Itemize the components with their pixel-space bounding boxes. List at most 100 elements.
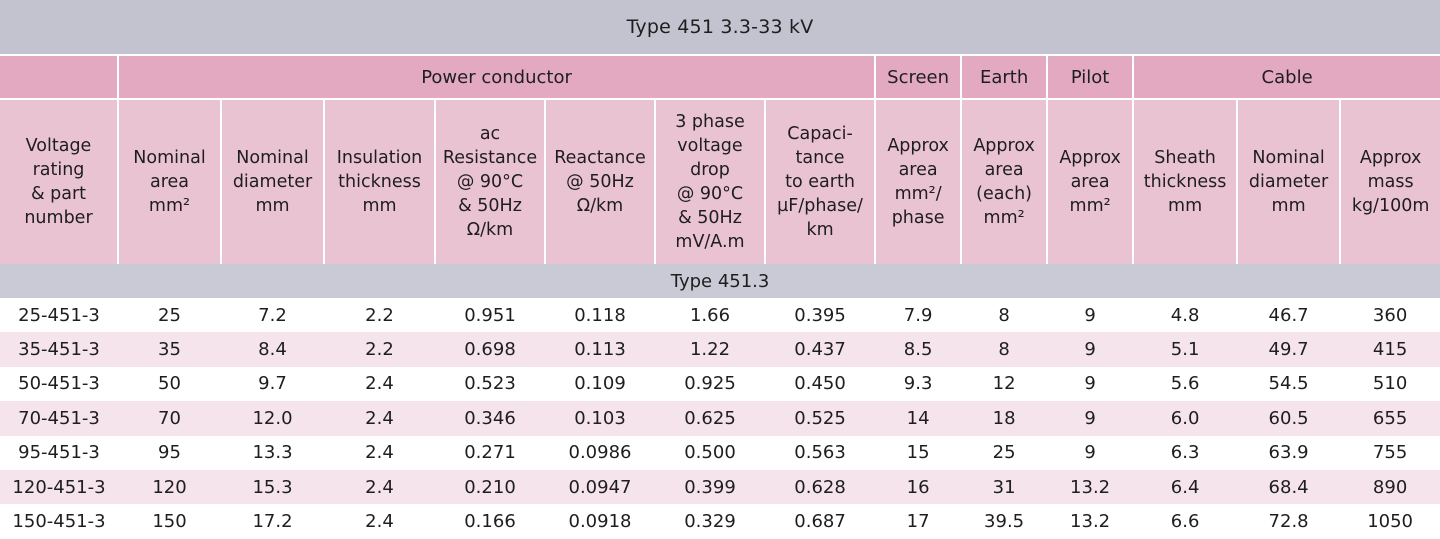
table-cell: 54.5 [1237,366,1341,402]
table-cell: 0.437 [765,332,876,367]
group-header-row: Power conductor Screen Earth Pilot Cable [0,56,1440,99]
column-header: Nominal diameter mm [1236,98,1341,264]
table-cell: 2.4 [324,469,435,505]
column-header: Sheath thickness mm [1132,98,1238,264]
table-cell: 0.395 [765,298,876,333]
table-cell: 0.346 [435,401,545,436]
table-cell: 0.113 [545,332,655,367]
table-cell: 0.628 [765,469,876,505]
table-cell: 655 [1340,401,1440,436]
table-cell: 63.9 [1237,435,1341,470]
column-header: Approx area mm² [1046,98,1134,264]
table-cell: 31 [961,469,1048,505]
table-cell: 0.698 [435,332,545,367]
table-cell: 13.2 [1047,469,1134,505]
table-cell: 0.450 [765,366,876,402]
table-cell: 2.4 [324,435,435,470]
table-cell: 9 [1047,366,1134,402]
section-row: Type 451.3 [0,264,1440,298]
table-cell: 415 [1340,332,1440,367]
table-cell: 15.3 [221,469,324,505]
table-cell: 0.523 [435,366,545,402]
table-cell: 50-451-3 [0,366,118,402]
group-header-blank [0,56,118,99]
table-cell: 0.687 [765,504,876,539]
group-header-cable: Cable [1132,56,1440,99]
table-cell: 0.109 [545,366,655,402]
table-title: Type 451 3.3-33 kV [0,0,1440,54]
table-cell: 16 [875,469,962,505]
table-cell: 60.5 [1237,401,1341,436]
section-label: Type 451.3 [0,264,1440,298]
table-cell: 7.9 [875,298,962,333]
table-cell: 0.210 [435,469,545,505]
table-cell: 2.2 [324,298,435,333]
column-header: Capaci- tance to earth µF/phase/ km [763,98,876,264]
table-cell: 70-451-3 [0,401,118,436]
table-cell: 4.8 [1133,298,1238,333]
column-header: 3 phase voltage drop @ 90°C & 50Hz mV/A.… [654,98,765,264]
table-cell: 6.0 [1133,401,1238,436]
column-header: Approx area (each) mm² [960,98,1048,264]
table-cell: 5.1 [1133,332,1238,367]
table-row: 35-451-3 35 8.4 2.2 0.698 0.113 1.22 0.437 8.5 8 9… [0,332,1440,367]
table-cell: 9 [1047,435,1134,470]
table-cell: 35-451-3 [0,332,118,367]
column-header: Insulation thickness mm [323,98,435,264]
table-cell: 50 [118,366,221,402]
table-cell: 35 [118,332,221,367]
table-cell: 890 [1340,469,1440,505]
table-cell: 12.0 [221,401,324,436]
column-header: Nominal diameter mm [220,98,324,264]
table-cell: 25-451-3 [0,298,118,333]
table-row: 150-451-3 150 17.2 2.4 0.166 0.0918 0.329 0.687… [0,504,1440,539]
table-cell: 25 [118,298,221,333]
table-cell: 9 [1047,332,1134,367]
group-header-screen: Screen [874,56,962,99]
table-cell: 9.7 [221,366,324,402]
table-cell: 150 [118,504,221,539]
table-row: 25-451-3 25 7.2 2.2 0.951 0.118 1.66 0.395 7.9 8 9… [0,298,1440,333]
table-cell: 0.0918 [545,504,655,539]
table-row: 70-451-3 70 12.0 2.4 0.346 0.103 0.625 0.525 14 1… [0,401,1440,436]
column-header: Voltage rating & part number [0,98,118,264]
table-cell: 95-451-3 [0,435,118,470]
table-row: 50-451-3 50 9.7 2.4 0.523 0.109 0.925 0.450 9.3 1… [0,366,1440,402]
table-cell: 95 [118,435,221,470]
table-cell: 9 [1047,401,1134,436]
table-cell: 360 [1340,298,1440,333]
table-cell: 0.0947 [545,469,655,505]
table-cell: 2.4 [324,401,435,436]
table-cell: 9 [1047,298,1134,333]
table-cell: 0.103 [545,401,655,436]
table-cell: 0.329 [655,504,765,539]
group-header-pilot: Pilot [1046,56,1134,99]
table-cell: 2.2 [324,332,435,367]
table-cell: 72.8 [1237,504,1341,539]
table-cell: 8.4 [221,332,324,367]
table-cell: 755 [1340,435,1440,470]
table-cell: 0.563 [765,435,876,470]
table-cell: 25 [961,435,1048,470]
table-cell: 0.951 [435,298,545,333]
table-cell: 1.66 [655,298,765,333]
table-cell: 13.2 [1047,504,1134,539]
table-cell: 6.4 [1133,469,1238,505]
table-cell: 5.6 [1133,366,1238,402]
table-cell: 0.625 [655,401,765,436]
table-cell: 2.4 [324,504,435,539]
table-cell: 2.4 [324,366,435,402]
table-cell: 39.5 [961,504,1048,539]
table-cell: 17.2 [221,504,324,539]
table-cell: 120 [118,469,221,505]
column-header: Nominal area mm² [117,98,221,264]
table-cell: 1.22 [655,332,765,367]
table-cell: 8 [961,332,1048,367]
table-cell: 8.5 [875,332,962,367]
table-cell: 8 [961,298,1048,333]
table-cell: 0.925 [655,366,765,402]
table-cell: 150-451-3 [0,504,118,539]
table-cell: 7.2 [221,298,324,333]
table-cell: 0.118 [545,298,655,333]
